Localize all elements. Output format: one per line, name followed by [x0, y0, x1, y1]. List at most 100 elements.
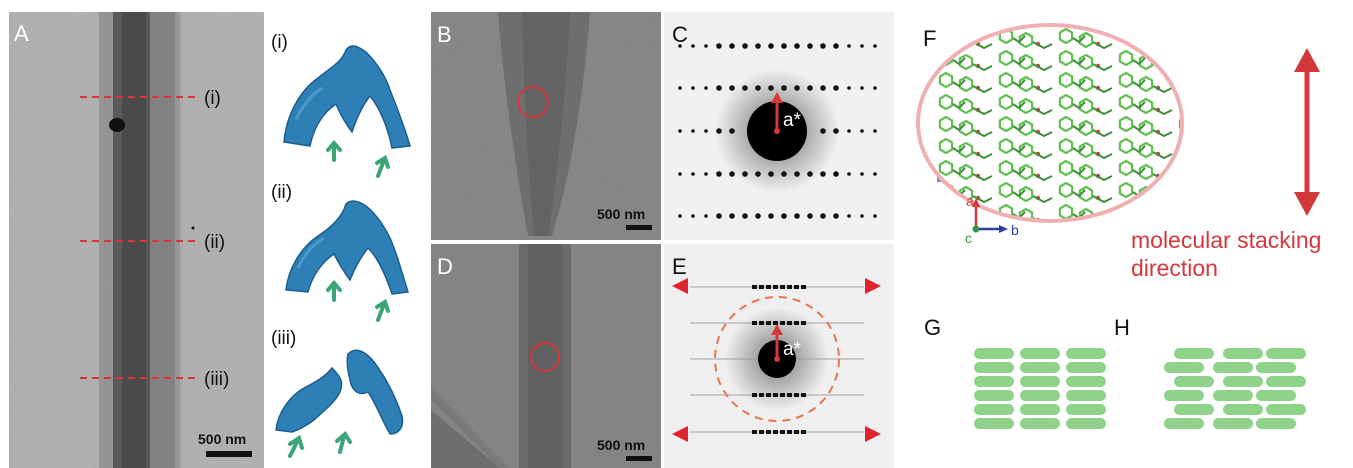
diffraction-streaks-e — [690, 285, 864, 434]
selection-circle-b — [517, 86, 549, 118]
benzene-ring — [1058, 159, 1074, 177]
side-chain — [1032, 41, 1053, 50]
scalebar-label-a: 500 nm — [198, 431, 246, 447]
molecule-block — [1066, 376, 1106, 387]
streak-spot — [752, 430, 757, 434]
backbone-bond — [1132, 79, 1146, 88]
side-chain — [1152, 151, 1173, 160]
selection-circle-d — [530, 342, 560, 372]
side-chain — [972, 151, 993, 160]
streak-spot — [794, 285, 799, 289]
molecule-block — [1164, 362, 1204, 373]
backbone-bond — [952, 35, 966, 44]
benzene-ring — [938, 27, 954, 45]
backbone-bond — [1132, 57, 1146, 66]
molecule-block — [1266, 404, 1306, 415]
surface-label-ii: (ii) — [271, 182, 292, 203]
streak-spot — [801, 285, 806, 289]
dashed-ring-e — [714, 296, 840, 422]
streak-spot — [787, 393, 792, 397]
backbone-bond — [952, 167, 966, 176]
diffraction-spot — [833, 171, 839, 177]
molecule-block — [974, 376, 1014, 387]
benzene-ring — [1178, 27, 1182, 45]
diffraction-spot — [716, 43, 722, 49]
backbone-bond — [1072, 167, 1086, 176]
marker-triangle-tl — [672, 278, 688, 294]
streak-spot — [773, 393, 778, 397]
side-chain — [1092, 107, 1113, 116]
diffraction-spot — [847, 172, 851, 176]
scalebar-label-d: 500 nm — [597, 437, 645, 453]
backbone-bond — [1072, 189, 1086, 198]
molecule-block — [1213, 362, 1253, 373]
side-chain — [1152, 107, 1173, 116]
backbone-bond — [1193, 58, 1205, 64]
diffraction-spot — [729, 128, 735, 134]
benzene-ring — [938, 71, 954, 89]
streak-spot — [752, 285, 757, 289]
diffraction-spot — [807, 171, 813, 177]
benzene-ring — [1058, 93, 1074, 111]
axis-a-label: a — [966, 193, 974, 209]
diffraction-spot — [807, 213, 813, 219]
diffraction-spot — [755, 43, 761, 49]
diffraction-spot — [704, 172, 708, 176]
benzene-ring — [1078, 75, 1094, 93]
benzene-ring — [1018, 141, 1034, 159]
backbone-bond — [1012, 79, 1026, 88]
benzene-ring — [1058, 27, 1074, 45]
streak-spot — [780, 430, 785, 434]
stacking-caption-line1: molecular stacking — [1131, 227, 1321, 253]
marker-triangle-bl — [672, 426, 688, 442]
panel-g-label: G — [924, 315, 941, 340]
panel-f-label: F — [923, 26, 936, 51]
molecule-block — [1256, 390, 1296, 401]
panel-g: G — [924, 315, 1106, 429]
surface-label-i: (i) — [271, 32, 288, 53]
backbone-bond — [1193, 36, 1205, 42]
diffraction-spot — [820, 43, 826, 49]
side-chain — [972, 85, 993, 94]
backbone-bond — [1072, 101, 1086, 110]
oxygen-atom — [1216, 108, 1220, 112]
backbone-bond — [1132, 211, 1146, 220]
stacking-arrow-up — [1294, 48, 1320, 72]
molecule-block — [1174, 348, 1214, 359]
green-arrow-iii-1 — [288, 434, 304, 458]
green-arrow-ii-2 — [375, 298, 390, 322]
panel-a-label: A — [14, 21, 29, 46]
diffraction-spot — [755, 171, 761, 177]
zoom-ellipse — [916, 23, 1184, 223]
side-chain — [1092, 173, 1113, 182]
diffraction-spot — [873, 214, 877, 218]
backbone-bond — [1193, 146, 1205, 152]
benzene-ring — [1138, 163, 1154, 181]
molecule-block — [1266, 348, 1306, 359]
benzene-ring — [1178, 71, 1182, 89]
streak-spot — [759, 430, 764, 434]
side-chain — [972, 107, 993, 116]
backbone-bond — [1193, 168, 1205, 174]
streak-spot — [766, 393, 771, 397]
side-chain — [972, 63, 993, 72]
diffraction-spot — [716, 171, 722, 177]
benzene-ring — [1200, 121, 1212, 135]
side-chain — [1152, 85, 1173, 94]
diffraction-spot — [860, 86, 864, 90]
side-chain — [1032, 129, 1053, 138]
benzene-ring — [958, 97, 974, 115]
backbone-bond — [1193, 212, 1205, 218]
streak-spot — [780, 321, 785, 325]
benzene-ring — [1178, 115, 1182, 133]
molecule-block — [974, 418, 1014, 429]
side-chain — [1032, 85, 1053, 94]
backbone-bond — [1072, 145, 1086, 154]
backbone-bond — [1132, 123, 1146, 132]
side-chain — [1032, 63, 1053, 72]
streak-spot — [780, 285, 785, 289]
diffraction-spot — [833, 213, 839, 219]
diffraction-spot — [860, 129, 864, 133]
benzene-ring — [998, 93, 1014, 111]
backbone-bond — [1072, 79, 1086, 88]
